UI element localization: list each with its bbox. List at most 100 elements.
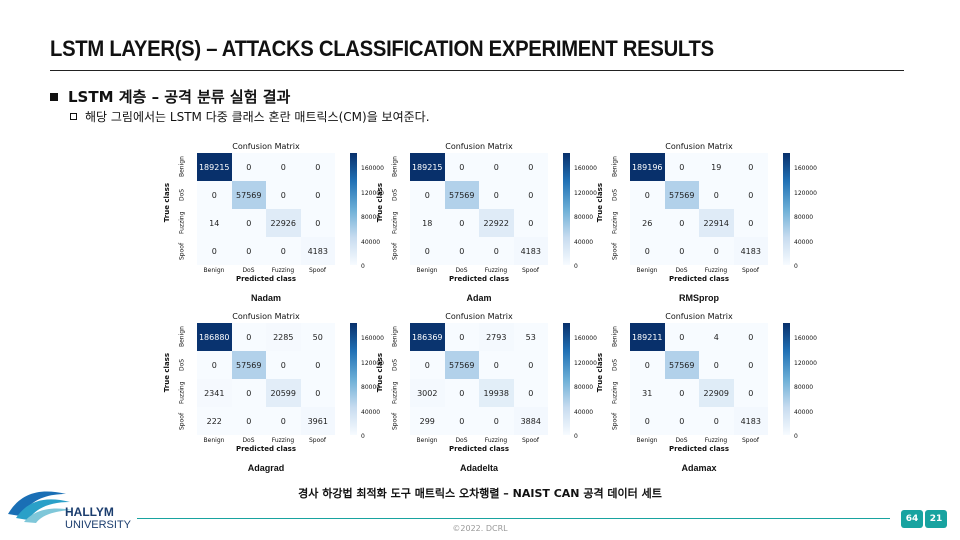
cm-cell: 18 (410, 209, 445, 237)
cm-ylabel: True class (596, 353, 604, 393)
cm-row-label: Benign (611, 156, 619, 178)
cm-row-label: DoS (391, 188, 399, 202)
hollow-square-bullet-icon (70, 113, 77, 120)
cm-colorbar-tick: 40000 (361, 238, 381, 246)
cm-cell: 3002 (410, 379, 445, 407)
cm-cell: 0 (266, 351, 301, 379)
cm-cell: 189215 (197, 153, 232, 181)
cm-col-label: Fuzzing (704, 267, 728, 274)
cm-colorbar (783, 323, 790, 435)
cm-optimizer-label: Adadelta (459, 463, 498, 473)
cm-cell: 0 (630, 181, 665, 209)
cm-cell: 0 (266, 181, 301, 209)
cm-row-label: Spoof (178, 242, 186, 260)
cm-cell: 189196 (630, 153, 665, 181)
cm-col-label: Benign (203, 267, 225, 274)
cm-cell: 22914 (699, 209, 734, 237)
cm-cell: 4183 (300, 237, 335, 265)
cm-colorbar-tick: 40000 (361, 408, 381, 416)
cm-col-label: Fuzzing (484, 267, 508, 274)
cm-row-label: Fuzzing (611, 211, 619, 235)
confusion-matrix-adagrad: Confusion Matrix True class Benign Benign Do… (163, 312, 384, 478)
cm-cell: 0 (479, 407, 514, 435)
cm-colorbar-tick: 80000 (574, 384, 594, 391)
cm-cell: 0 (664, 237, 699, 265)
cm-cell: 4183 (733, 407, 768, 435)
page-total-badge: 64 (901, 510, 923, 528)
cm-cell: 0 (266, 153, 301, 181)
cm-cell: 0 (300, 181, 335, 209)
cm-cell: 0 (630, 351, 665, 379)
cm-cell: 2341 (197, 379, 232, 407)
cm-row-label: DoS (611, 358, 619, 372)
cm-xlabel: Predicted class (448, 445, 510, 453)
cm-cell: 14 (197, 209, 232, 237)
cm-colorbar-tick: 0 (361, 263, 365, 270)
cm-cell: 0 (197, 351, 232, 379)
confusion-matrix-nadam: Confusion Matrix True class Benign Benign Do… (163, 142, 384, 308)
cm-cell: 53 (513, 323, 548, 351)
cm-cell: 0 (300, 209, 335, 237)
cm-colorbar-tick: 160000 (361, 165, 384, 172)
cm-cell: 0 (733, 181, 768, 209)
cm-cell: 0 (300, 351, 335, 379)
cm-optimizer-label: Adam (466, 293, 492, 303)
cm-cell: 31 (630, 379, 665, 407)
cm-cell: 22926 (266, 209, 301, 237)
cm-cell: 2285 (266, 323, 301, 351)
copyright: ©2022. DCRL (452, 524, 508, 533)
cm-cell: 0 (197, 237, 232, 265)
cm-row-label: Benign (178, 326, 186, 348)
cm-cell: 0 (444, 379, 479, 407)
cm-cell: 19 (699, 153, 734, 181)
cm-grid: 186369 0 2793 53 0 57569 0 0 3002 0 19938 0 299 0 0 388… (410, 323, 548, 435)
cm-colorbar-tick: 120000 (794, 359, 817, 367)
cm-cell: 0 (630, 407, 665, 435)
cm-cell: 0 (231, 153, 266, 181)
cm-col-label: DoS (455, 437, 468, 444)
cm-cell: 0 (699, 351, 734, 379)
cm-ylabel: True class (596, 183, 604, 223)
cm-colorbar-tick: 160000 (794, 165, 817, 172)
cm-colorbar (563, 153, 570, 265)
cm-title: Confusion Matrix (445, 312, 513, 321)
square-bullet-icon (50, 92, 58, 101)
cm-row-label: Spoof (611, 242, 619, 260)
confusion-matrix-rmsprop: Confusion Matrix True class Benign Benign Do… (596, 142, 817, 308)
cm-col-label: Spoof (308, 267, 327, 274)
cm-cell: 0 (410, 351, 445, 379)
cm-row-label: Spoof (178, 412, 186, 430)
cm-cell: 0 (444, 323, 479, 351)
cm-cell: 0 (664, 323, 699, 351)
cm-cell: 0 (733, 323, 768, 351)
cm-cell: 0 (266, 237, 301, 265)
cm-cell: 189211 (630, 323, 665, 351)
cm-row-label: Benign (391, 326, 399, 348)
cm-cell: 0 (513, 209, 548, 237)
cm-cell: 57569 (444, 351, 479, 379)
cm-cell: 0 (664, 209, 699, 237)
cm-cell: 0 (699, 407, 734, 435)
cm-cell: 0 (513, 379, 548, 407)
cm-cell: 0 (699, 237, 734, 265)
bullet-level1-text: LSTM 계층 – 공격 분류 실험 결과 (68, 88, 291, 106)
page-number-badge: 21 (925, 510, 947, 528)
cm-cell: 2793 (479, 323, 514, 351)
cm-col-label: Fuzzing (484, 437, 508, 444)
cm-cell: 4183 (513, 237, 548, 265)
cm-colorbar-tick: 80000 (574, 214, 594, 221)
bullet-level2: 해당 그림에서는 LSTM 다중 클래스 혼란 매트릭스(CM)을 보여준다. (70, 108, 430, 125)
cm-row-label: DoS (178, 188, 186, 202)
cm-cell: 0 (266, 407, 301, 435)
cm-colorbar-tick: 80000 (794, 384, 814, 391)
cm-row-label: Fuzzing (178, 211, 186, 235)
cm-cell: 22922 (479, 209, 514, 237)
cm-grid: 189211 0 4 0 0 57569 0 0 31 0 22909 0 0 0 0 4183 (630, 323, 768, 435)
cm-title: Confusion Matrix (665, 142, 733, 151)
cm-col-label: Spoof (741, 267, 760, 274)
cm-cell: 0 (513, 351, 548, 379)
cm-col-label: Benign (203, 437, 225, 444)
confusion-matrix-adam: Confusion Matrix True class Benign Benign Do… (376, 142, 597, 308)
cm-cell: 0 (300, 153, 335, 181)
cm-cell: 20599 (266, 379, 301, 407)
